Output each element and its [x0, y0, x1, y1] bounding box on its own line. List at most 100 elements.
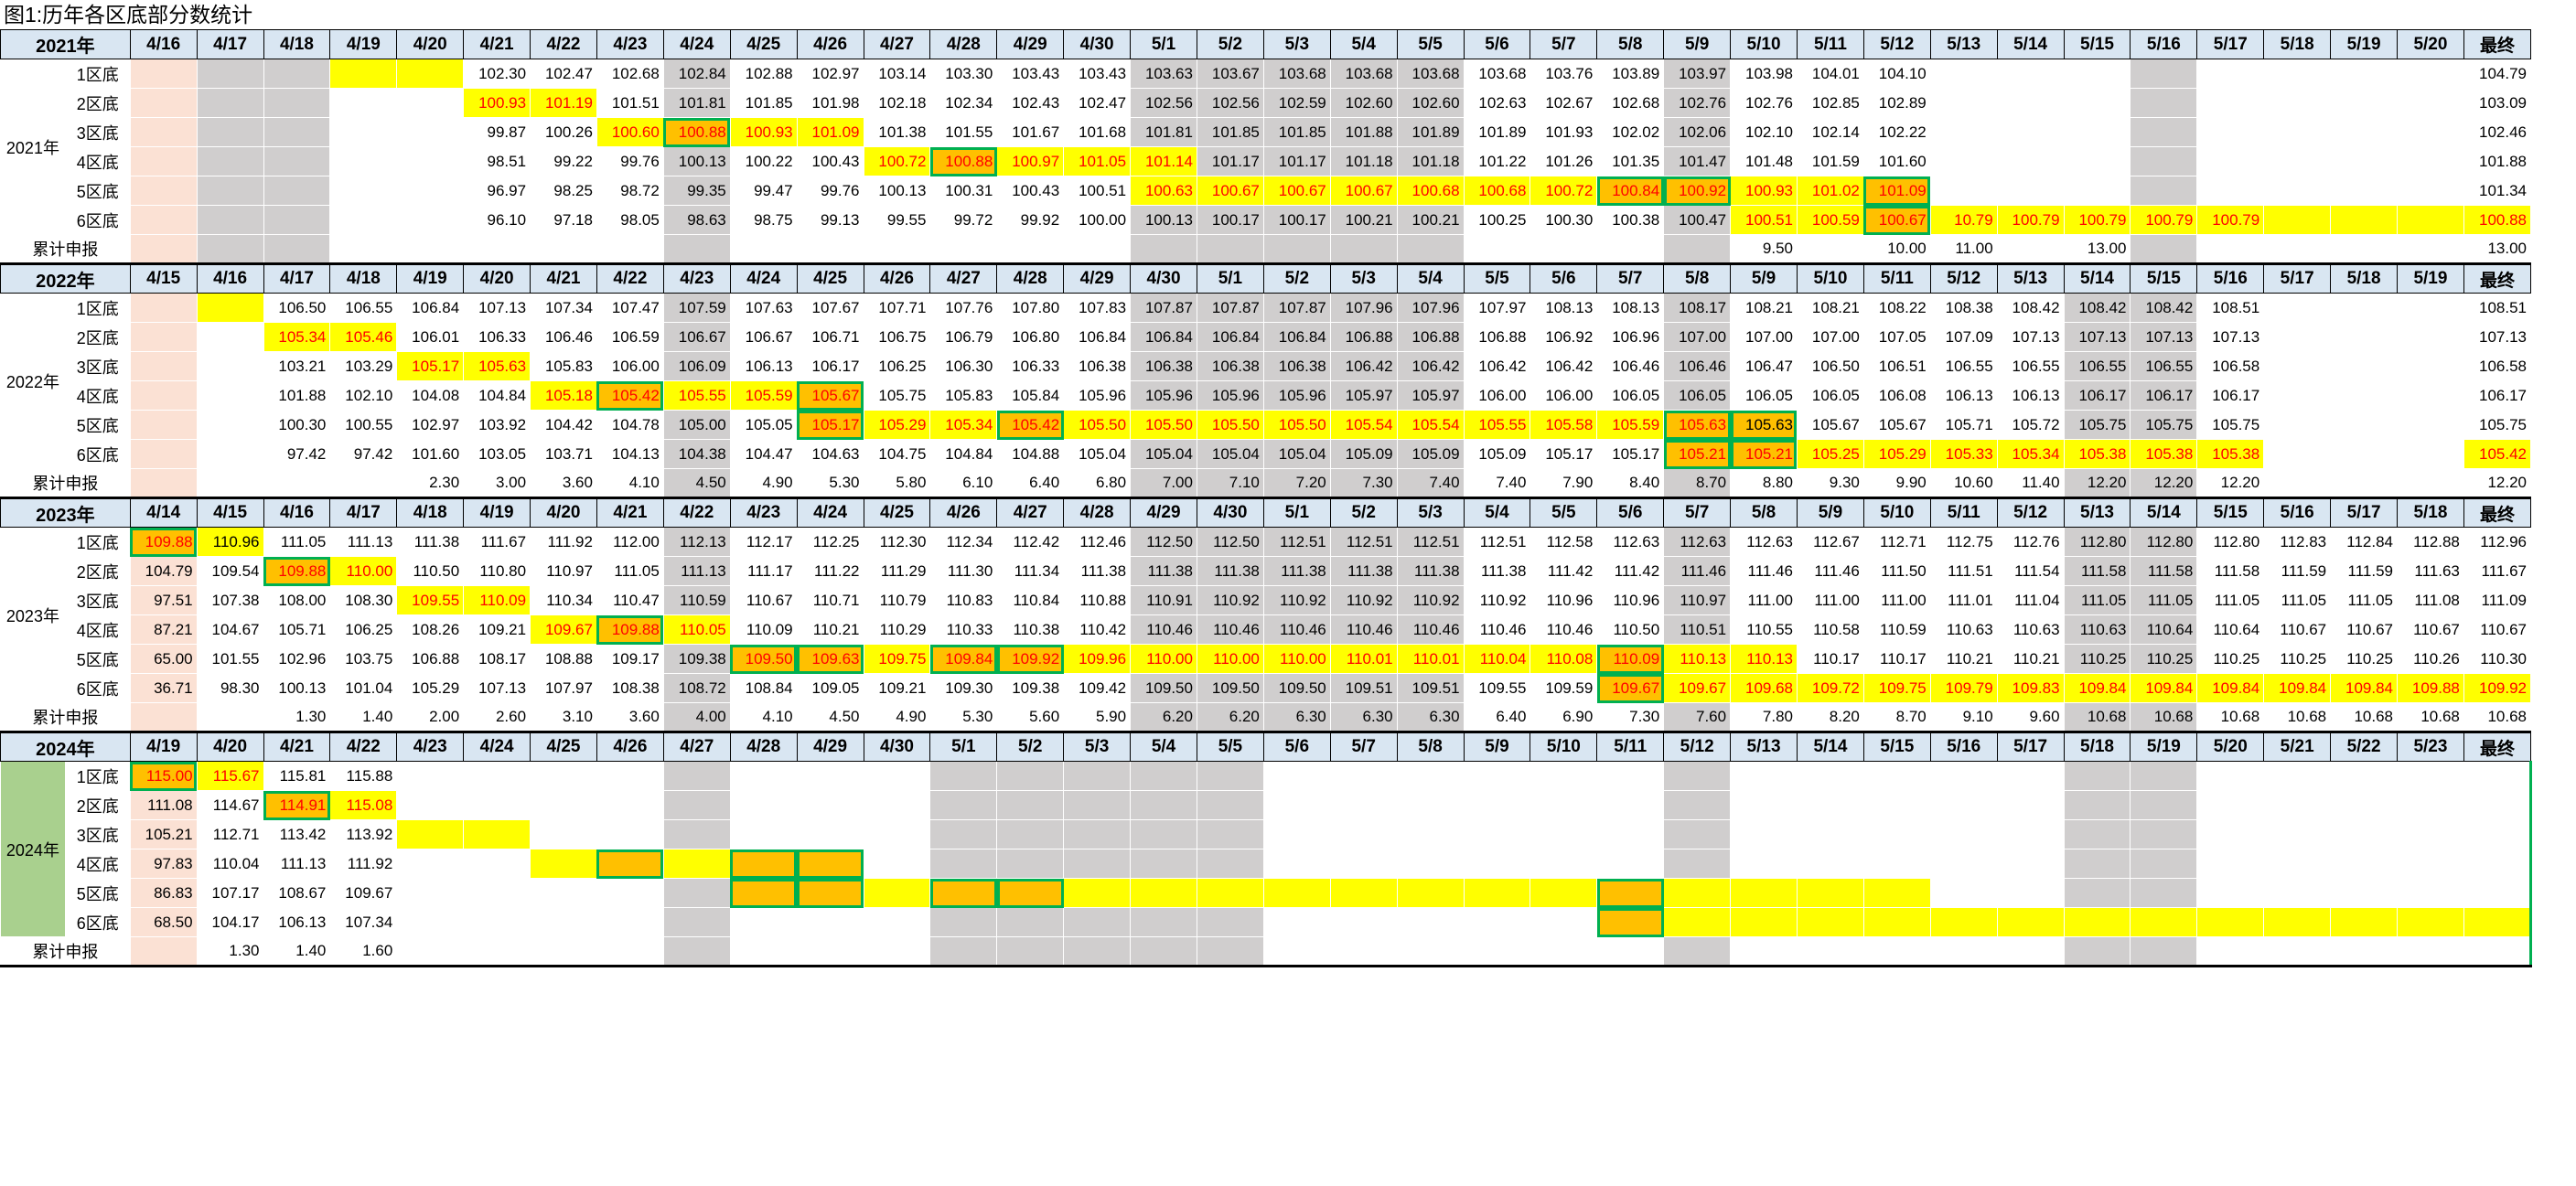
score-cell: 110.25: [2346, 649, 2393, 668]
score-cell: [396, 59, 464, 89]
cumulative-cell: [1063, 936, 1131, 967]
score-cell: 107.17: [211, 883, 260, 902]
cumulative-cell: 7.60: [1663, 702, 1731, 733]
date-header-cell: 5/1: [929, 732, 998, 762]
cumulative-cell: [1464, 234, 1530, 265]
score-cell: 102.56: [1197, 88, 1264, 118]
score-cell: 105.84: [1012, 386, 1060, 404]
score-cell: [2197, 820, 2264, 849]
score-cell: [2331, 294, 2398, 323]
date-header-cell: 5/11: [1796, 29, 1864, 59]
score-cell: 112.25: [812, 532, 860, 550]
score-cell: [2064, 176, 2131, 206]
score-cell: 111.05: [2214, 591, 2260, 609]
cumulative-cell: 7.40: [1397, 468, 1465, 499]
cumulative-cell: [396, 936, 464, 967]
cumulative-label: 累计申报: [0, 702, 131, 733]
score-cell: 103.68: [1330, 59, 1398, 89]
score-cell: [1663, 907, 1731, 937]
cumulative-cell: [2130, 234, 2197, 265]
district-label: 4区底: [76, 387, 119, 406]
cumulative-cell: [663, 234, 731, 265]
score-cell: [1930, 762, 1997, 791]
score-cell: 103.43: [1079, 64, 1127, 82]
score-cell: [2331, 59, 2398, 89]
score-cell: 109.68: [1730, 673, 1798, 703]
score-cell: 105.83: [945, 386, 993, 404]
score-cell: 105.58: [1530, 410, 1597, 440]
cumulative-cell: 9.90: [1863, 468, 1931, 499]
score-cell: 110.96: [197, 527, 263, 557]
score-cell: 104.79: [130, 556, 198, 586]
score-cell: 104.17: [211, 913, 260, 931]
score-cell: 100.67: [1263, 176, 1331, 206]
score-cell: 107.00: [1744, 327, 1793, 346]
score-cell: 97.18: [553, 210, 593, 229]
score-cell: 114.67: [212, 796, 260, 814]
score-cell: 111.42: [1547, 561, 1594, 580]
score-cell: 111.38: [1130, 556, 1197, 586]
score-cell: 111.42: [1614, 561, 1660, 580]
date-header-cell: 5/3: [1329, 263, 1398, 294]
score-cell: 107.13: [478, 678, 527, 697]
score-cell: 100.51: [1730, 205, 1798, 235]
score-cell: [2463, 761, 2533, 791]
cumulative-cell: 5.30: [929, 702, 997, 733]
score-cell: [1330, 791, 1397, 820]
score-cell: 106.00: [1478, 386, 1527, 404]
score-cell: 100.63: [1130, 176, 1197, 206]
score-cell: [197, 205, 263, 235]
score-cell: 110.63: [1946, 620, 1993, 638]
cumulative-cell: [130, 936, 198, 967]
score-cell: 105.09: [1330, 439, 1398, 469]
score-cell: 105.63: [463, 351, 531, 381]
score-cell: 112.30: [879, 532, 927, 550]
date-header-cell: 5/4: [1329, 29, 1398, 59]
score-cell: 110.33: [946, 620, 993, 638]
score-cell: [330, 147, 397, 176]
data-row: 6区底 68.50 104.17 106.13 107.34: [1, 907, 2533, 937]
score-cell: [1197, 790, 1264, 820]
score-cell: 109.05: [811, 678, 860, 697]
score-cell: [2064, 59, 2131, 89]
score-cell: 108.88: [544, 649, 593, 668]
score-cell: 105.09: [1478, 444, 1527, 463]
date-header-cell: 5/9: [1463, 732, 1531, 762]
score-cell: 109.21: [878, 678, 927, 697]
score-cell: 105.17: [1612, 444, 1660, 463]
date-header-cell: 4/25: [530, 732, 597, 762]
score-cell: 110.80: [479, 561, 527, 580]
score-cell: 106.17: [2130, 380, 2197, 411]
score-cell: 110.46: [1479, 620, 1527, 638]
score-cell: 109.50: [1263, 673, 1331, 703]
score-cell: [1263, 762, 1330, 791]
score-cell: 100.25: [1478, 210, 1527, 229]
score-cell: [1397, 762, 1464, 791]
score-cell: 111.50: [1881, 561, 1927, 580]
date-header-cell: 5/2: [1196, 29, 1264, 59]
date-header-cell: 5/7: [1596, 263, 1665, 294]
date-header-cell: 5/11: [1596, 732, 1665, 762]
score-cell: [1197, 819, 1264, 849]
score-cell: [2130, 59, 2197, 89]
score-cell: 101.89: [1478, 123, 1527, 141]
score-cell: 106.67: [745, 327, 793, 346]
score-cell: 111.92: [347, 854, 393, 872]
score-cell: [1997, 118, 2064, 147]
score-cell: 109.38: [663, 644, 731, 674]
score-cell: 115.88: [346, 766, 393, 785]
score-cell: [197, 88, 263, 118]
score-cell: [864, 849, 930, 879]
score-cell: 101.67: [1012, 123, 1060, 141]
score-cell: 102.30: [478, 64, 527, 82]
district-label: 6区底: [76, 914, 119, 933]
score-cell: 105.59: [1596, 410, 1664, 440]
score-cell: [464, 762, 531, 791]
score-cell: [864, 878, 930, 908]
score-cell: 104.88: [1012, 444, 1060, 463]
score-cell: 107.05: [1878, 327, 1927, 346]
score-cell: 105.96: [1197, 380, 1264, 411]
date-header-cell: 5/20: [2397, 29, 2464, 59]
score-cell: 110.08: [1530, 644, 1597, 674]
score-cell: 105.59: [730, 380, 798, 411]
